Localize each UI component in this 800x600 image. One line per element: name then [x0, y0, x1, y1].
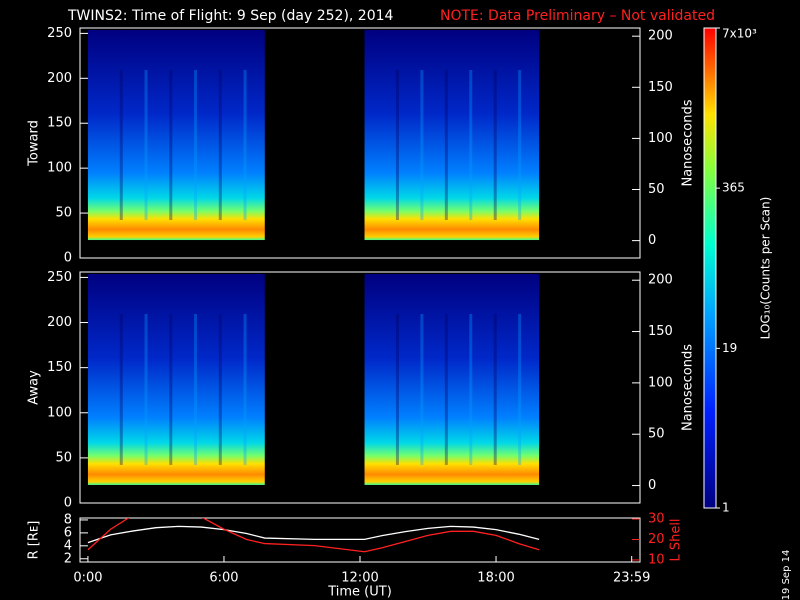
y-tick-label: 8	[64, 512, 72, 527]
spectrogram-streak	[395, 314, 399, 465]
y2-tick-label: 50	[648, 427, 665, 442]
spectrogram-streak	[493, 70, 497, 221]
series-line	[87, 518, 540, 553]
x-axis-label: Time (UT)	[327, 585, 392, 600]
y2-axis-label: L Shell	[669, 518, 684, 561]
spectrogram-streak	[243, 70, 247, 221]
series-line	[87, 525, 540, 544]
y2-tick-label: 100	[648, 375, 673, 390]
y2-tick-label: 100	[648, 131, 673, 146]
spectrogram-streak	[518, 314, 522, 465]
plot-frame	[79, 271, 641, 504]
spectrogram-streak	[218, 70, 222, 221]
y2-tick-label: 0	[648, 478, 656, 493]
spectrogram-streak	[493, 314, 497, 465]
spectrogram-streak	[420, 70, 424, 221]
plot-frame	[79, 27, 641, 259]
y2-tick-label: 50	[648, 182, 665, 197]
x-tick-label: 12:00	[341, 571, 378, 586]
y2-tick-label: 10	[648, 552, 665, 567]
y-tick-label: 200	[47, 315, 72, 330]
spectrogram-streak	[395, 70, 399, 221]
y2-tick-label: 150	[648, 80, 673, 95]
y-tick-label: 50	[55, 450, 72, 465]
colorbar-tick-label: 7x10³	[722, 27, 757, 41]
y-tick-label: 250	[47, 270, 72, 285]
y-tick-label: 250	[47, 26, 72, 41]
y-axis-label: Toward	[27, 120, 42, 167]
date-stamp: 19 Sep 14	[781, 550, 792, 600]
spectrogram-block	[364, 274, 540, 485]
spectrogram-streak	[218, 314, 222, 465]
y-tick-label: 150	[47, 116, 72, 131]
spectrogram-streak	[469, 70, 473, 221]
spectrogram-streak	[119, 314, 123, 465]
y-tick-label: 0	[64, 496, 72, 511]
y-tick-label: 100	[47, 161, 72, 176]
colorbar-tick-label: 1	[722, 501, 730, 515]
colorbar	[703, 27, 717, 509]
spectrogram-streak	[169, 70, 173, 221]
spectrogram-streak	[243, 314, 247, 465]
y2-tick-label: 30	[648, 512, 665, 527]
y-tick-label: 6	[64, 525, 72, 540]
spectrogram-streak	[144, 314, 148, 465]
y2-axis-label: Nanoseconds	[681, 344, 696, 431]
spectrogram-streak	[469, 314, 473, 465]
colorbar-tick-label: 19	[722, 341, 737, 355]
spectrogram-streak	[144, 70, 148, 221]
spectrogram-block	[364, 30, 540, 241]
y-tick-label: 200	[47, 71, 72, 86]
y-tick-label: 150	[47, 360, 72, 375]
x-tick-label: 6:00	[209, 571, 238, 586]
y-tick-label: 2	[64, 551, 72, 566]
y2-tick-label: 0	[648, 233, 656, 248]
title: TWINS2: Time of Flight: 9 Sep (day 252),…	[67, 8, 394, 24]
y-tick-label: 50	[55, 206, 72, 221]
y2-tick-label: 150	[648, 324, 673, 339]
spectrogram-block	[87, 30, 265, 241]
x-tick-label: 18:00	[477, 571, 514, 586]
series-group	[87, 518, 540, 553]
x-tick-label: 23:59	[613, 571, 650, 586]
y-tick-label: 100	[47, 405, 72, 420]
spectrogram-streak	[420, 314, 424, 465]
spectrogram-block	[87, 274, 265, 485]
y2-axis-label: Nanoseconds	[681, 99, 696, 186]
spectrogram-streak	[194, 314, 198, 465]
y-axis-label: R [Rᴇ]	[27, 521, 42, 560]
colorbar-tick-label: 365	[722, 181, 745, 195]
y2-tick-label: 200	[648, 273, 673, 288]
spectrogram-streak	[444, 314, 448, 465]
y-tick-label: 0	[64, 251, 72, 266]
y-axis-label: Away	[27, 370, 42, 405]
spectrogram-streak	[444, 70, 448, 221]
y2-tick-label: 20	[648, 532, 665, 547]
spectrogram-streak	[194, 70, 198, 221]
x-tick-label: 0:00	[73, 571, 102, 586]
spectrogram-streak	[119, 70, 123, 221]
colorbar-label: LOG₁₀(Counts per Scan)	[759, 197, 773, 340]
y-tick-label: 4	[64, 538, 72, 553]
spectrogram-streak	[169, 314, 173, 465]
spectrogram-streak	[518, 70, 522, 221]
y2-tick-label: 200	[648, 29, 673, 44]
note: NOTE: Data Preliminary – Not validated	[440, 8, 715, 24]
